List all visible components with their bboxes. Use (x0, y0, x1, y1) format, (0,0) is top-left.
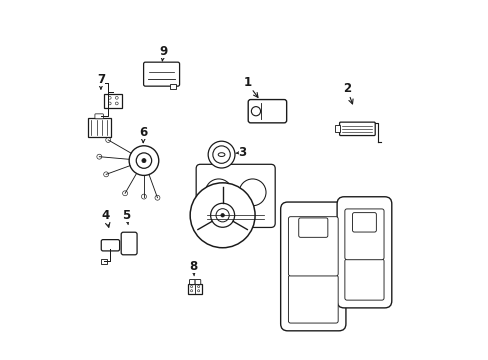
FancyBboxPatch shape (344, 259, 383, 300)
Text: 3: 3 (235, 146, 246, 159)
Bar (334, 125, 339, 132)
Circle shape (115, 102, 118, 105)
Circle shape (221, 213, 224, 217)
FancyBboxPatch shape (196, 164, 275, 228)
Text: 7: 7 (97, 73, 105, 89)
FancyBboxPatch shape (195, 279, 201, 284)
Ellipse shape (218, 153, 224, 157)
Circle shape (197, 285, 199, 288)
Circle shape (122, 191, 127, 196)
Text: 2: 2 (342, 82, 352, 104)
Circle shape (212, 146, 230, 163)
Bar (104, 94, 122, 108)
FancyBboxPatch shape (288, 217, 338, 276)
Circle shape (190, 183, 255, 248)
Text: 9: 9 (159, 45, 167, 61)
Text: 4: 4 (102, 209, 110, 227)
Circle shape (108, 96, 111, 99)
Circle shape (136, 153, 151, 168)
Circle shape (103, 172, 108, 177)
Circle shape (251, 107, 260, 116)
Text: 8: 8 (189, 260, 197, 276)
Circle shape (108, 102, 111, 105)
FancyBboxPatch shape (352, 213, 376, 232)
Text: 1: 1 (243, 76, 258, 98)
Circle shape (115, 96, 118, 99)
Bar (170, 84, 176, 89)
Circle shape (142, 158, 146, 163)
FancyBboxPatch shape (344, 209, 383, 260)
FancyBboxPatch shape (248, 100, 286, 123)
FancyBboxPatch shape (280, 202, 345, 331)
Circle shape (197, 290, 199, 292)
FancyBboxPatch shape (143, 62, 179, 86)
Bar (101, 259, 107, 264)
Circle shape (239, 179, 265, 206)
Bar (188, 284, 202, 294)
FancyBboxPatch shape (288, 275, 338, 323)
Circle shape (190, 290, 192, 292)
FancyBboxPatch shape (336, 197, 391, 308)
FancyBboxPatch shape (95, 114, 103, 119)
FancyBboxPatch shape (101, 240, 120, 251)
Text: 5: 5 (122, 209, 130, 225)
Circle shape (208, 141, 235, 168)
Circle shape (210, 203, 234, 227)
Circle shape (105, 138, 110, 143)
Circle shape (97, 154, 102, 159)
Bar (87, 118, 110, 138)
FancyBboxPatch shape (121, 232, 137, 255)
Circle shape (155, 195, 160, 200)
Circle shape (216, 209, 229, 222)
Circle shape (190, 285, 192, 288)
Text: 6: 6 (139, 126, 147, 143)
Circle shape (141, 194, 146, 199)
Circle shape (129, 146, 159, 175)
FancyBboxPatch shape (339, 122, 374, 136)
FancyBboxPatch shape (298, 218, 327, 237)
Circle shape (205, 179, 232, 206)
FancyBboxPatch shape (189, 279, 195, 284)
